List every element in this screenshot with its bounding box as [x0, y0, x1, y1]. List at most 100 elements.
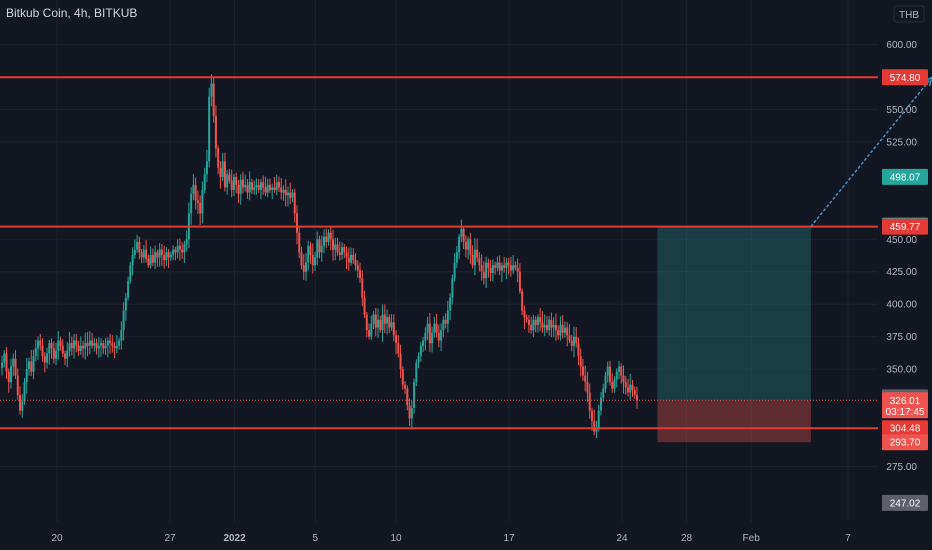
candle-body: [581, 366, 584, 376]
candle-body: [140, 252, 143, 258]
candle-body: [208, 96, 211, 162]
candle-body: [106, 340, 109, 346]
candle-body: [129, 265, 132, 281]
price-label: 304.48: [890, 424, 921, 435]
price-label-box: [882, 434, 928, 451]
candle-body: [399, 353, 402, 370]
candle-body: [149, 254, 152, 266]
candle-body: [147, 258, 150, 266]
candle-body: [370, 323, 373, 337]
candle-body: [496, 262, 499, 268]
candle-body: [113, 345, 116, 349]
candle-body: [284, 189, 287, 196]
candle-body: [408, 405, 411, 419]
x-tick-label: 7: [845, 533, 851, 544]
stop-zone: [657, 400, 811, 443]
candle-body: [633, 389, 636, 396]
candle-body: [131, 254, 134, 266]
candle-body: [338, 252, 341, 255]
candle-body: [365, 314, 368, 331]
candle-body: [345, 252, 348, 258]
price-label: 293.70: [890, 438, 921, 449]
candle-body: [611, 382, 614, 389]
candle-body: [307, 245, 310, 263]
candle-body: [471, 254, 474, 266]
candle-body: [226, 174, 229, 188]
candle-body: [291, 192, 294, 198]
candle-body: [25, 369, 28, 383]
candle-body: [586, 382, 589, 393]
candle-body: [176, 245, 179, 253]
candle-body: [334, 244, 337, 250]
candle-body: [532, 319, 535, 331]
candle-body: [372, 314, 375, 324]
candle-body: [444, 319, 447, 324]
price-label-box: [882, 69, 928, 86]
candle-body: [509, 265, 512, 271]
candle-body: [559, 324, 562, 336]
candle-body: [410, 408, 413, 419]
candle-body: [557, 330, 560, 336]
candle-body: [541, 322, 544, 328]
candle-body: [316, 239, 319, 258]
candle-body: [487, 262, 490, 268]
candle-body: [250, 182, 253, 190]
candle-body: [14, 358, 17, 376]
candle-body: [52, 348, 55, 359]
candle-body: [199, 202, 202, 214]
price-label-countdown: 03:17:45: [886, 407, 925, 418]
candle-body: [73, 340, 76, 349]
candle-body: [435, 323, 438, 333]
candle-body: [91, 340, 94, 346]
candle-body: [102, 343, 105, 349]
candle-body: [433, 323, 436, 333]
candle-body: [498, 262, 501, 271]
candle-body: [368, 330, 371, 337]
candle-body: [219, 167, 222, 177]
y-tick-label: 525.00: [886, 137, 917, 148]
candle-body: [482, 271, 485, 279]
candle-body: [93, 343, 96, 346]
candle-body: [237, 184, 240, 194]
candle-body: [167, 252, 170, 258]
candle-body: [39, 340, 42, 346]
symbol-title: Bitkub Coin, 4h, BITKUB: [6, 6, 138, 20]
candle-body: [383, 314, 386, 324]
candle-body: [419, 345, 422, 357]
candle-body: [595, 427, 598, 432]
candle-body: [88, 340, 91, 346]
candle-body: [109, 340, 112, 344]
candle-body: [115, 345, 118, 349]
candle-body: [617, 366, 620, 372]
x-tick-label: 17: [503, 533, 515, 544]
candle-body: [154, 252, 157, 263]
candle-body: [158, 249, 161, 258]
candle-body: [174, 249, 177, 253]
candle-body: [602, 388, 605, 398]
candle-body: [404, 384, 407, 389]
candle-body: [133, 249, 136, 255]
candle-body: [145, 249, 148, 259]
candle-body: [440, 330, 443, 341]
candle-body: [190, 193, 193, 214]
candle-body: [593, 421, 596, 432]
candle-body: [352, 254, 355, 261]
candle-body: [43, 356, 46, 363]
candle-body: [323, 236, 326, 246]
candle-body: [442, 319, 445, 331]
candle-body: [311, 254, 314, 266]
candle-body: [142, 249, 145, 258]
candle-body: [138, 241, 141, 253]
candle-body: [55, 350, 58, 359]
candle-body: [590, 410, 593, 422]
candle-body: [302, 265, 305, 272]
candle-body: [185, 239, 188, 245]
y-tick-label: 400.00: [886, 300, 917, 311]
candle-body: [61, 345, 64, 354]
candle-body: [525, 317, 528, 320]
candle-body: [264, 187, 267, 193]
candle-body: [417, 356, 420, 363]
candle-body: [172, 249, 175, 255]
candle-body: [624, 382, 627, 388]
